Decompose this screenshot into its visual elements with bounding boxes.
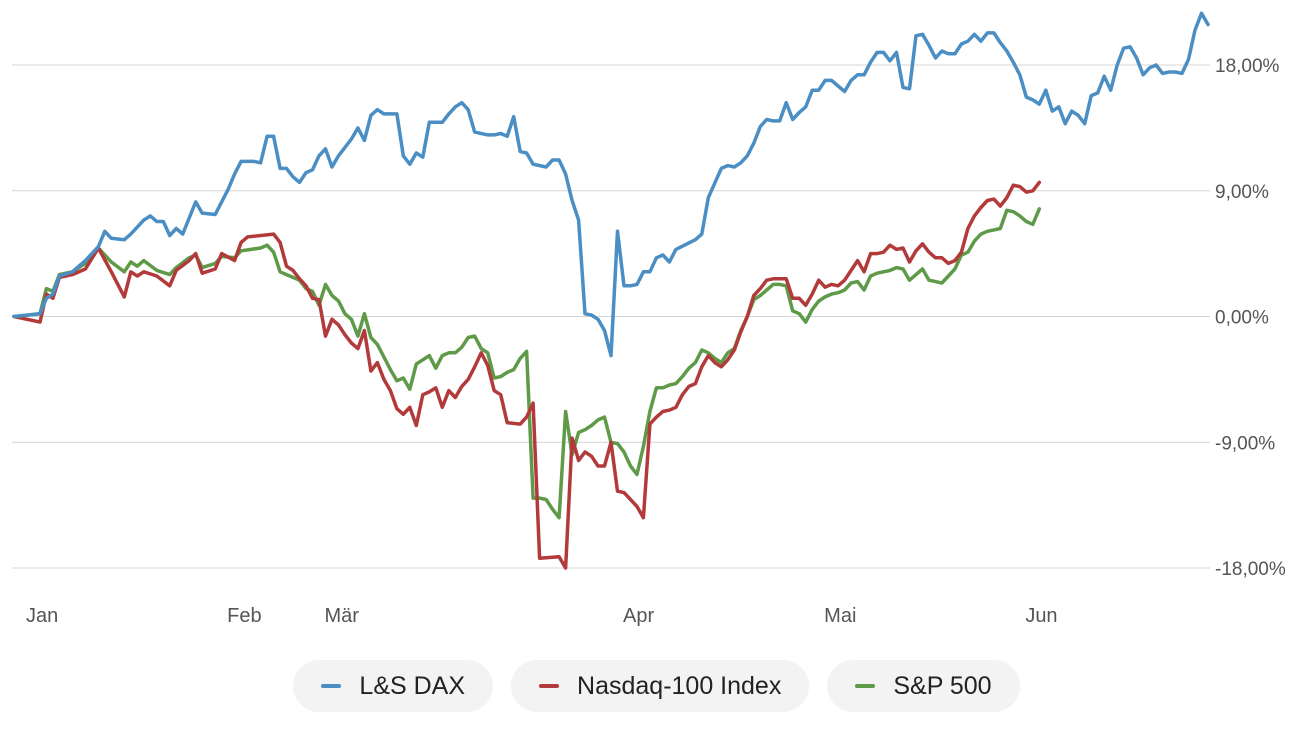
legend-item-nasdaq-100[interactable]: Nasdaq-100 Index [511, 660, 810, 712]
legend-item-sp-500[interactable]: S&P 500 [827, 660, 1020, 712]
y-tick-label: 9,00% [1215, 182, 1269, 203]
series-swatch [855, 684, 876, 688]
x-tick-label: Mär [325, 605, 360, 627]
series-line-2 [12, 207, 1042, 520]
series-line-0 [12, 11, 1210, 358]
x-tick-label: Jan [26, 605, 58, 627]
x-axis-tick-labels: Jan Feb Mär Apr Mai Jun [26, 605, 1058, 627]
legend-item-ls-dax[interactable]: L&S DAX [293, 660, 494, 712]
series-lines [12, 11, 1210, 570]
line-chart: 18,00% 9,00% 0,00% -9,00% -18,00% Jan Feb Mär A… [12, 11, 1286, 627]
x-tick-label: Apr [623, 605, 654, 627]
x-tick-label: Mai [824, 605, 856, 627]
legend-label: L&S DAX [359, 671, 466, 700]
legend-label: S&P 500 [893, 671, 992, 700]
legend: L&S DAX Nasdaq-100 Index S&P 500 [0, 660, 1313, 712]
x-tick-label: Feb [227, 605, 261, 627]
y-tick-label: 0,00% [1215, 308, 1269, 329]
series-line-1 [12, 180, 1042, 570]
series-swatch [539, 684, 560, 688]
legend-label: Nasdaq-100 Index [577, 671, 782, 700]
y-tick-label: 18,00% [1215, 56, 1280, 77]
x-tick-label: Jun [1025, 605, 1057, 627]
y-tick-label: -9,00% [1215, 433, 1275, 454]
y-axis-tick-labels: 18,00% 9,00% 0,00% -9,00% -18,00% [1215, 56, 1286, 580]
grid-lines [12, 64, 1210, 569]
y-tick-label: -18,00% [1215, 559, 1286, 580]
series-swatch [321, 684, 342, 688]
